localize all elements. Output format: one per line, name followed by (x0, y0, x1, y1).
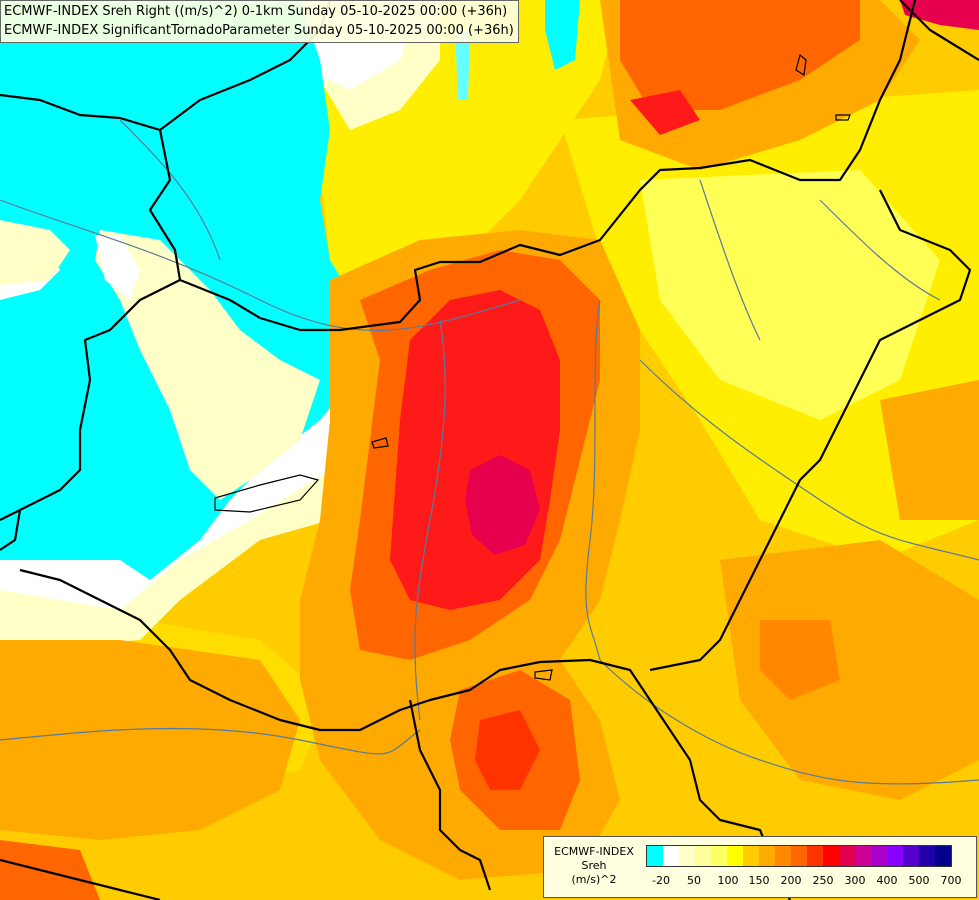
border (649, 189, 972, 672)
legend-swatch (919, 846, 935, 866)
field-yellow-east-patch (640, 170, 940, 420)
border (0, 0, 917, 332)
lake (795, 53, 807, 77)
river (0, 727, 421, 755)
legend-tick-label: 250 (812, 874, 834, 887)
legend-tick-label: 200 (780, 874, 802, 887)
legend-swatch (727, 846, 743, 866)
field-very-high (390, 290, 560, 610)
field-elevated-east-2 (880, 380, 979, 520)
border (19, 568, 791, 900)
rivers (0, 119, 979, 785)
river (414, 319, 446, 721)
field-high-southwest-patch (0, 840, 100, 900)
legend-tick-label: 400 (876, 874, 898, 887)
legend-swatch (807, 846, 823, 866)
legend-tick-label: -20 (652, 874, 670, 887)
border (0, 509, 22, 551)
legend-tick-label: 500 (908, 874, 930, 887)
field-high-north (620, 0, 860, 110)
legend-swatch (743, 846, 759, 866)
legend-swatch (839, 846, 855, 866)
river (819, 199, 941, 301)
legend-tick-label: 700 (940, 874, 962, 887)
lake (214, 474, 320, 513)
map-title-box: ECMWF-INDEX Sreh Right ((m/s)^2) 0-1km S… (0, 0, 519, 43)
field-very-high-south (475, 710, 540, 790)
legend-label-line-1: ECMWF-INDEX (554, 845, 634, 858)
field-very-high-north (630, 90, 700, 135)
field-low-inset-west (0, 220, 70, 285)
legend-tick-labels: -20 50 100 150 200 250 300 400 500 700 (646, 874, 966, 890)
river (119, 119, 221, 261)
legend-swatch (711, 846, 727, 866)
river (639, 359, 979, 561)
legend-swatch (695, 846, 711, 866)
river (699, 179, 761, 341)
field-extreme-northeast (900, 0, 979, 30)
field-elevated-southwest (0, 640, 300, 840)
field-negative-north-sliver-2 (455, 30, 470, 100)
field-high-east-patch (760, 620, 840, 700)
river (585, 299, 601, 661)
field-extreme (465, 455, 540, 555)
river (599, 659, 979, 785)
lakes (214, 53, 851, 681)
border (408, 699, 492, 891)
legend-color-bar (646, 845, 952, 867)
legend-swatch (647, 846, 663, 866)
legend-swatch (871, 846, 887, 866)
river (0, 199, 521, 331)
field-low-inset-middle (95, 230, 320, 500)
border (899, 0, 979, 61)
legend-swatch (823, 846, 839, 866)
legend-swatch (775, 846, 791, 866)
border (0, 858, 161, 900)
color-legend: ECMWF-INDEX Sreh (m/s)^2 -20 50 100 150 200 2… (543, 836, 977, 898)
legend-swatch (759, 846, 775, 866)
legend-label-line-3: (m/s)^2 (571, 873, 617, 886)
lake (534, 669, 553, 681)
legend-swatch (663, 846, 679, 866)
field-negative-north-sliver (545, 0, 580, 70)
legend-swatch (903, 846, 919, 866)
legend-swatch (855, 846, 871, 866)
legend-label-line-2: Sreh (581, 859, 607, 872)
lake (835, 114, 851, 121)
legend-tick-label: 150 (748, 874, 770, 887)
legend-tick-label: 50 (687, 874, 701, 887)
map-title-line-1: ECMWF-INDEX Sreh Right ((m/s)^2) 0-1km S… (4, 4, 508, 19)
field-elevated-east (720, 540, 979, 800)
border (0, 279, 181, 521)
legend-swatch (935, 846, 951, 866)
legend-swatch (887, 846, 903, 866)
field-near-zero-inset (95, 235, 140, 300)
legend-tick-label: 100 (717, 874, 739, 887)
map-title-line-2: ECMWF-INDEX SignificantTornadoParameter … (4, 23, 514, 38)
legend-tick-label: 300 (844, 874, 866, 887)
legend-swatch (791, 846, 807, 866)
legend-swatch (679, 846, 695, 866)
lake (371, 437, 389, 449)
legend-label: ECMWF-INDEX Sreh (m/s)^2 (546, 845, 642, 887)
